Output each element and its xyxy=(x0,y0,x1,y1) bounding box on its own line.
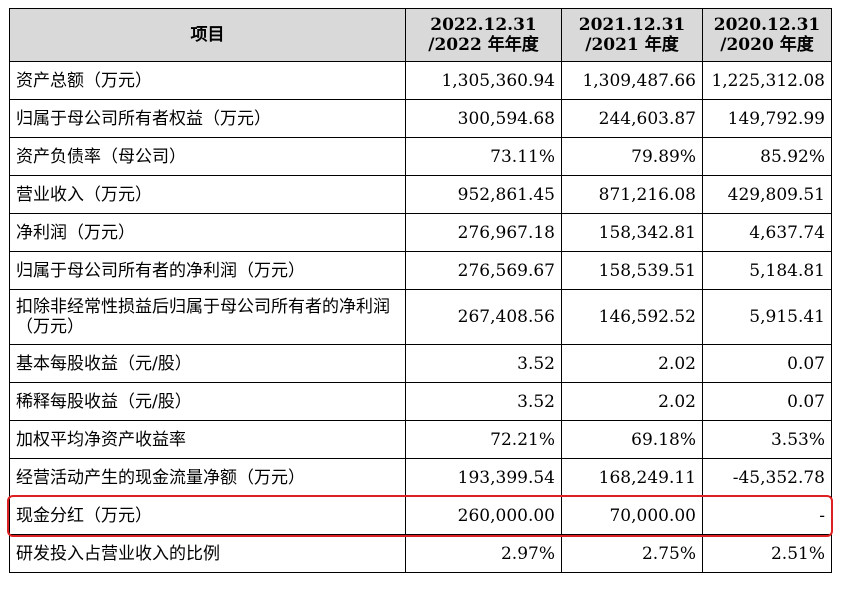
cell-2020: - xyxy=(702,496,832,535)
cell-2020: 2.51% xyxy=(702,534,832,573)
table-row: 基本每股收益（元/股） 3.52 2.02 0.07 xyxy=(9,344,832,383)
row-label: 加权平均净资产收益率 xyxy=(9,420,406,459)
cell-2022: 260,000.00 xyxy=(405,496,562,535)
table-row: 研发投入占营业收入的比例 2.97% 2.75% 2.51% xyxy=(9,534,832,573)
row-label: 现金分红（万元） xyxy=(9,496,406,535)
financial-table-container: 项目 2022.12.31 /2022 年年度 2021.12.31 /2021… xyxy=(7,8,833,573)
header-2021: 2021.12.31 /2021 年度 xyxy=(561,8,703,62)
row-label: 资产负债率（母公司） xyxy=(9,137,406,176)
table-row: 扣除非经常性损益后归属于母公司所有者的净利润（万元） 267,408.56 14… xyxy=(9,289,832,345)
cell-2021: 2.02 xyxy=(561,382,703,421)
row-label: 基本每股收益（元/股） xyxy=(9,344,406,383)
row-label: 资产总额（万元） xyxy=(9,61,406,100)
cell-2020: 4,637.74 xyxy=(702,213,832,252)
cell-2021: 244,603.87 xyxy=(561,99,703,138)
cell-2021: 146,592.52 xyxy=(561,289,703,345)
header-item: 项目 xyxy=(9,8,406,62)
table-row: 资产负债率（母公司） 73.11% 79.89% 85.92% xyxy=(9,137,832,176)
cell-2022: 267,408.56 xyxy=(405,289,562,345)
cell-2022: 952,861.45 xyxy=(405,175,562,214)
cell-2020: 429,809.51 xyxy=(702,175,832,214)
row-label: 研发投入占营业收入的比例 xyxy=(9,534,406,573)
cell-2021: 168,249.11 xyxy=(561,458,703,497)
cell-2021: 871,216.08 xyxy=(561,175,703,214)
cell-2020: 0.07 xyxy=(702,382,832,421)
cell-2021: 69.18% xyxy=(561,420,703,459)
cell-2022: 193,399.54 xyxy=(405,458,562,497)
header-2022: 2022.12.31 /2022 年年度 xyxy=(405,8,562,62)
cell-2020: 5,915.41 xyxy=(702,289,832,345)
cell-2021: 1,309,487.66 xyxy=(561,61,703,100)
cell-2022: 1,305,360.94 xyxy=(405,61,562,100)
row-label: 营业收入（万元） xyxy=(9,175,406,214)
table-header-row: 项目 2022.12.31 /2022 年年度 2021.12.31 /2021… xyxy=(9,8,832,62)
financial-summary-table: 项目 2022.12.31 /2022 年年度 2021.12.31 /2021… xyxy=(9,8,832,573)
cell-2022: 3.52 xyxy=(405,344,562,383)
cell-2021: 79.89% xyxy=(561,137,703,176)
cell-2022: 2.97% xyxy=(405,534,562,573)
cell-2020: 1,225,312.08 xyxy=(702,61,832,100)
cell-2020: 5,184.81 xyxy=(702,251,832,290)
row-label: 净利润（万元） xyxy=(9,213,406,252)
table-row: 净利润（万元） 276,967.18 158,342.81 4,637.74 xyxy=(9,213,832,252)
cell-2021: 70,000.00 xyxy=(561,496,703,535)
table-row: 加权平均净资产收益率 72.21% 69.18% 3.53% xyxy=(9,420,832,459)
table-row: 营业收入（万元） 952,861.45 871,216.08 429,809.5… xyxy=(9,175,832,214)
cell-2020: 85.92% xyxy=(702,137,832,176)
cell-2021: 158,539.51 xyxy=(561,251,703,290)
table-row: 归属于母公司所有者的净利润（万元） 276,569.67 158,539.51 … xyxy=(9,251,832,290)
cell-2021: 158,342.81 xyxy=(561,213,703,252)
cell-2022: 72.21% xyxy=(405,420,562,459)
row-label: 扣除非经常性损益后归属于母公司所有者的净利润（万元） xyxy=(9,289,406,345)
table-row: 资产总额（万元） 1,305,360.94 1,309,487.66 1,225… xyxy=(9,61,832,100)
cell-2020: -45,352.78 xyxy=(702,458,832,497)
cell-2022: 300,594.68 xyxy=(405,99,562,138)
header-2020: 2020.12.31 /2020 年度 xyxy=(702,8,832,62)
cell-2021: 2.02 xyxy=(561,344,703,383)
row-label: 归属于母公司所有者的净利润（万元） xyxy=(9,251,406,290)
table-row: 稀释每股收益（元/股） 3.52 2.02 0.07 xyxy=(9,382,832,421)
cell-2020: 3.53% xyxy=(702,420,832,459)
cell-2020: 149,792.99 xyxy=(702,99,832,138)
cell-2020: 0.07 xyxy=(702,344,832,383)
row-label: 经营活动产生的现金流量净额（万元） xyxy=(9,458,406,497)
cell-2022: 276,967.18 xyxy=(405,213,562,252)
cell-2022: 276,569.67 xyxy=(405,251,562,290)
table-row: 经营活动产生的现金流量净额（万元） 193,399.54 168,249.11 … xyxy=(9,458,832,497)
cell-2021: 2.75% xyxy=(561,534,703,573)
row-label: 归属于母公司所有者权益（万元） xyxy=(9,99,406,138)
table-row: 归属于母公司所有者权益（万元） 300,594.68 244,603.87 14… xyxy=(9,99,832,138)
table-row-highlighted: 现金分红（万元） 260,000.00 70,000.00 - xyxy=(9,496,832,535)
cell-2022: 73.11% xyxy=(405,137,562,176)
cell-2022: 3.52 xyxy=(405,382,562,421)
row-label: 稀释每股收益（元/股） xyxy=(9,382,406,421)
